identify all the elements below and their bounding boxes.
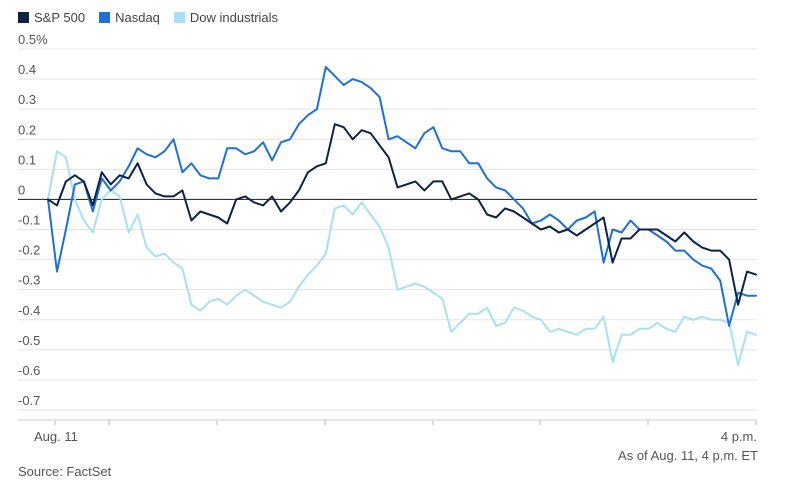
y-tick-label: -0.3 xyxy=(18,273,40,288)
legend-item: Nasdaq xyxy=(99,10,160,25)
legend-swatch xyxy=(173,12,185,23)
y-tick-label: -0.2 xyxy=(18,243,40,258)
y-tick-label: 0.3 xyxy=(18,92,36,107)
legend-swatch xyxy=(18,12,29,23)
y-tick-label: 0.1 xyxy=(18,152,36,167)
timestamp-note: As of Aug. 11, 4 p.m. ET xyxy=(618,448,758,463)
source-note: Source: FactSet xyxy=(18,464,112,479)
y-tick-label: -0.4 xyxy=(18,303,40,318)
series-line xyxy=(47,150,757,366)
y-tick-label: -0.5 xyxy=(18,333,40,348)
legend-item: S&P 500 xyxy=(18,10,85,25)
y-tick-label: 0.2 xyxy=(18,122,36,137)
x-tick-label: 4 p.m. xyxy=(721,429,757,444)
x-tick-label: Aug. 11 xyxy=(34,429,78,444)
series-lines xyxy=(47,66,757,366)
legend: S&P 500 Nasdaq Dow industrials xyxy=(18,10,278,25)
y-tick-label: -0.1 xyxy=(18,213,40,228)
y-tick-label: 0.5% xyxy=(18,32,48,47)
legend-label: Nasdaq xyxy=(115,10,160,25)
y-tick-label: -0.7 xyxy=(18,393,40,408)
y-axis-labels: 0.5% 0.4 0.3 0.2 0.1 0 -0.1 -0.2 -0.3 -0.4 -0.5 -0.… xyxy=(18,32,48,408)
series-line xyxy=(47,66,757,327)
y-tick-label: 0 xyxy=(18,182,25,197)
x-axis: Aug. 11 4 p.m. xyxy=(18,419,757,444)
legend-swatch xyxy=(99,12,111,23)
y-tick-label: -0.6 xyxy=(18,363,40,378)
legend-label: S&P 500 xyxy=(34,10,86,25)
series-line xyxy=(47,123,757,306)
legend-item: Dow industrials xyxy=(173,10,279,25)
legend-label: Dow industrials xyxy=(189,10,279,25)
y-tick-label: 0.4 xyxy=(18,62,36,77)
